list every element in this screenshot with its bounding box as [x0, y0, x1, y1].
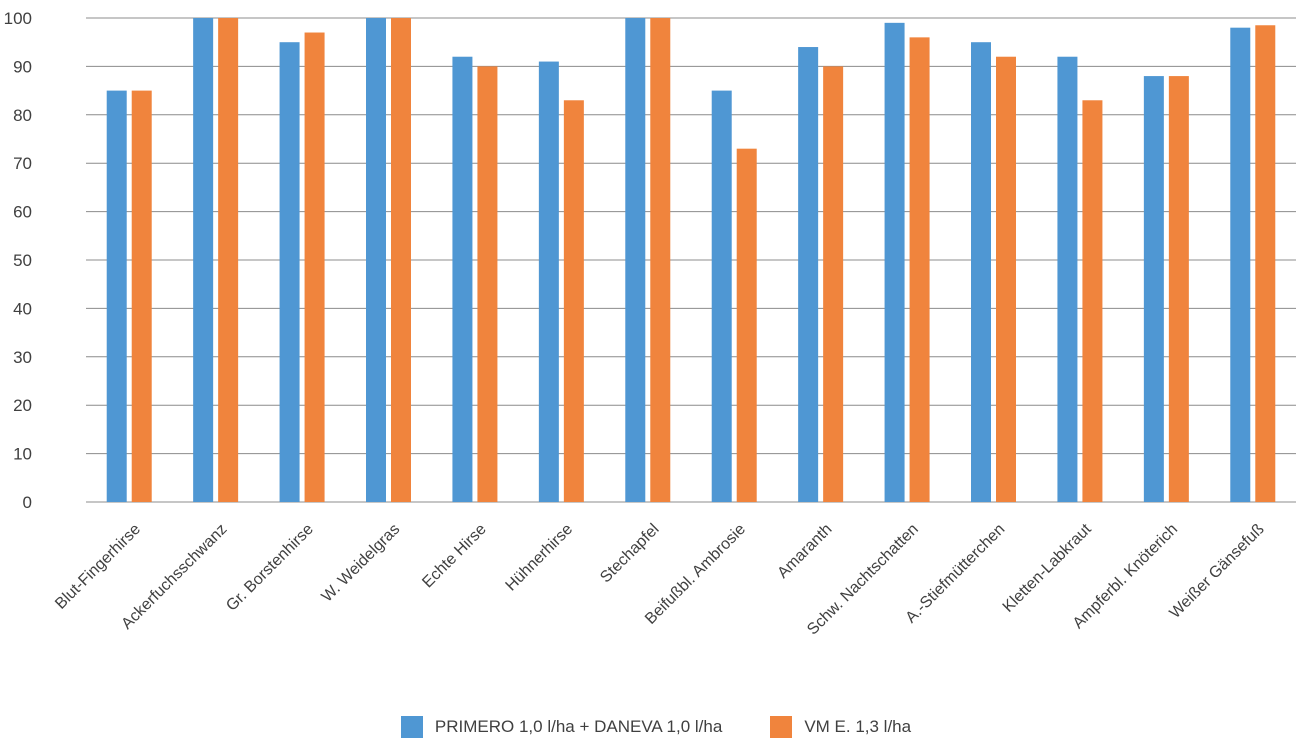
bar-series-2-8: [823, 66, 844, 503]
bar-series-1-10: [971, 42, 991, 502]
bar-series-1-4: [452, 56, 473, 502]
bar-series-1-0: [106, 90, 127, 502]
x-tick-label: Echte Hirse: [419, 521, 490, 592]
bar-series-1-3: [366, 18, 386, 502]
y-tick-label: 30: [13, 348, 32, 367]
x-tick-label: Weißer Gänsefuß: [1167, 521, 1268, 622]
bar-series-1-6: [625, 18, 646, 502]
legend-swatch-series-2: [770, 716, 793, 738]
bar-series-2-11: [1082, 100, 1103, 502]
bar-series-2-2: [304, 32, 325, 503]
y-tick-label: 50: [13, 251, 32, 270]
y-tick-label: 60: [13, 203, 32, 222]
legend-item-series-1: PRIMERO 1,0 l/ha + DANEVA 1,0 l/ha: [400, 716, 723, 738]
bar-series-2-10: [996, 56, 1016, 502]
y-tick-label: 0: [23, 493, 32, 512]
x-tick-label: Amaranth: [774, 521, 835, 582]
bar-series-1-7: [711, 90, 732, 502]
grid-lines: [86, 17, 1296, 503]
y-tick-label: 40: [13, 299, 32, 318]
bar-series-1-1: [193, 18, 214, 502]
y-axis-tick-labels: 0 10 20 30 40 50 60 70 80 90 100: [4, 9, 32, 512]
legend-label-series-2: VM E. 1,3 l/ha: [804, 717, 912, 736]
legend-label-series-1: PRIMERO 1,0 l/ha + DANEVA 1,0 l/ha: [434, 717, 723, 736]
y-tick-label: 10: [13, 445, 32, 464]
bar-series-2-3: [391, 18, 411, 502]
y-tick-label: 90: [13, 57, 32, 76]
bar-series-2-12: [1168, 76, 1189, 502]
bar-series-1-2: [279, 42, 300, 502]
bar-series-2-7: [736, 148, 757, 502]
x-tick-label: Blut-Fingerhirse: [52, 521, 144, 613]
y-tick-label: 100: [4, 9, 32, 28]
bar-series-2-9: [909, 37, 930, 503]
bar-series-1-5: [538, 61, 559, 503]
bars: [106, 18, 1276, 503]
bar-series-2-13: [1255, 25, 1276, 502]
y-tick-label: 70: [13, 154, 32, 173]
x-tick-label: W. Weidelgras: [319, 521, 404, 606]
x-tick-label: Hühnerhirse: [503, 521, 577, 595]
x-tick-label: A.-Stiefmütterchen: [903, 521, 1009, 627]
bar-series-1-9: [884, 22, 905, 503]
x-tick-label: Kletten-Labkraut: [1000, 520, 1095, 615]
legend-item-series-2: VM E. 1,3 l/ha: [770, 716, 911, 738]
y-tick-label: 80: [13, 106, 32, 125]
bar-series-1-11: [1057, 56, 1078, 502]
legend: PRIMERO 1,0 l/ha + DANEVA 1,0 l/ha VM E.…: [0, 712, 1312, 742]
bar-series-2-1: [218, 18, 239, 502]
legend-swatch-series-1: [400, 716, 423, 738]
bar-series-1-8: [798, 47, 819, 502]
bar-series-1-12: [1143, 76, 1164, 502]
bar-series-2-4: [477, 66, 498, 503]
bar-series-2-0: [131, 90, 152, 502]
x-tick-label: Stechapfel: [597, 521, 662, 586]
bar-series-1-13: [1230, 27, 1251, 503]
bar-series-2-6: [650, 18, 671, 502]
y-tick-label: 20: [13, 396, 32, 415]
x-tick-label: Gr. Borstenhirse: [223, 521, 317, 615]
bar-series-2-5: [563, 100, 584, 502]
